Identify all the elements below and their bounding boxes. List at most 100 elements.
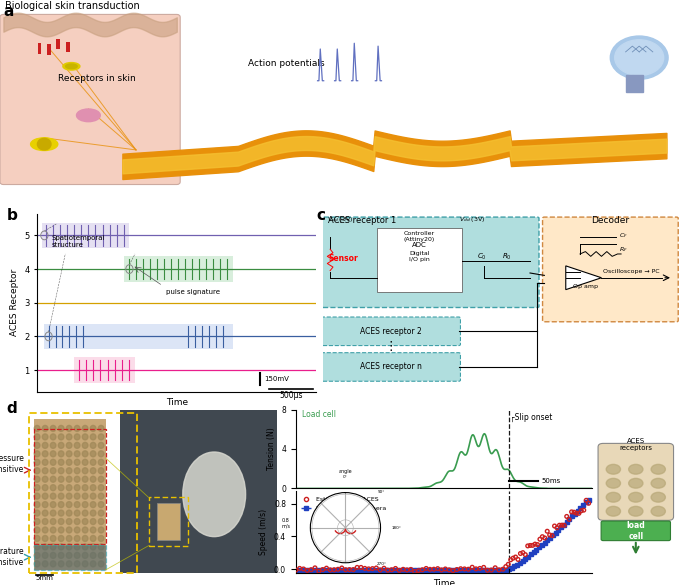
Circle shape [42,544,48,550]
Point [513,555,524,564]
Circle shape [90,459,96,465]
Circle shape [82,535,88,542]
Point [409,567,420,576]
Circle shape [34,468,40,474]
Circle shape [42,451,48,457]
Circle shape [58,527,64,533]
FancyBboxPatch shape [321,217,539,308]
Circle shape [50,544,56,550]
Circle shape [74,527,80,533]
Circle shape [42,501,48,508]
Circle shape [74,493,80,499]
Point [452,565,462,574]
Text: Pressure
sensitive: Pressure sensitive [0,455,24,474]
Circle shape [66,552,72,559]
Point [522,541,533,550]
Bar [124,256,233,282]
Circle shape [42,468,48,474]
Point [561,512,572,521]
Circle shape [66,510,72,516]
Circle shape [58,544,64,550]
Circle shape [90,535,96,542]
Point [321,563,332,573]
Circle shape [628,479,643,488]
Point [551,523,562,532]
Point [547,531,558,541]
Point [542,526,553,536]
Circle shape [90,442,96,448]
Circle shape [98,510,104,516]
Circle shape [66,425,72,432]
Circle shape [66,544,72,550]
Circle shape [607,507,620,516]
Text: ADC: ADC [412,242,427,248]
Circle shape [90,493,96,499]
Circle shape [66,484,72,491]
Point [344,565,355,574]
FancyBboxPatch shape [543,217,678,322]
Ellipse shape [63,63,80,70]
X-axis label: Time: Time [166,397,188,407]
Point [527,541,538,550]
Circle shape [98,501,104,508]
Point [402,565,413,574]
Circle shape [66,493,72,499]
Circle shape [74,434,80,440]
Circle shape [50,468,56,474]
Point [515,549,526,558]
Circle shape [82,527,88,533]
Circle shape [42,434,48,440]
Circle shape [607,464,620,474]
Circle shape [82,434,88,440]
Circle shape [66,451,72,457]
Text: b: b [7,208,18,223]
Circle shape [82,544,88,550]
Bar [47,44,51,55]
Circle shape [50,425,56,432]
Circle shape [58,518,64,525]
Point [471,564,481,573]
Point [520,550,531,559]
Bar [148,497,188,546]
Circle shape [34,484,40,491]
Circle shape [82,442,88,448]
Circle shape [50,459,56,465]
Bar [66,42,69,52]
Circle shape [74,501,80,508]
Point [559,521,570,530]
Text: a: a [3,4,14,19]
Circle shape [74,459,80,465]
Point [517,548,528,558]
Circle shape [50,552,56,559]
Point [317,565,328,574]
Point [428,565,439,574]
Circle shape [34,561,40,567]
Circle shape [90,518,96,525]
Point [340,565,351,574]
Text: $R_0$: $R_0$ [502,252,511,262]
Circle shape [82,510,88,516]
Circle shape [90,434,96,440]
Circle shape [74,510,80,516]
Point [576,506,587,515]
Bar [73,357,135,383]
Bar [120,410,277,573]
Bar [34,419,105,570]
Point [494,565,505,574]
Circle shape [651,507,665,516]
Text: ACES
receptors: ACES receptors [619,439,652,452]
Point [309,563,320,573]
Circle shape [74,468,80,474]
Circle shape [50,493,56,499]
Circle shape [50,535,56,542]
Ellipse shape [76,109,101,122]
Circle shape [58,459,64,465]
Bar [56,39,60,49]
Text: $C_0$: $C_0$ [477,252,486,262]
Point [440,565,451,574]
Circle shape [34,544,40,550]
Point [510,552,521,562]
Circle shape [651,464,665,474]
Circle shape [50,501,56,508]
Circle shape [58,476,64,482]
